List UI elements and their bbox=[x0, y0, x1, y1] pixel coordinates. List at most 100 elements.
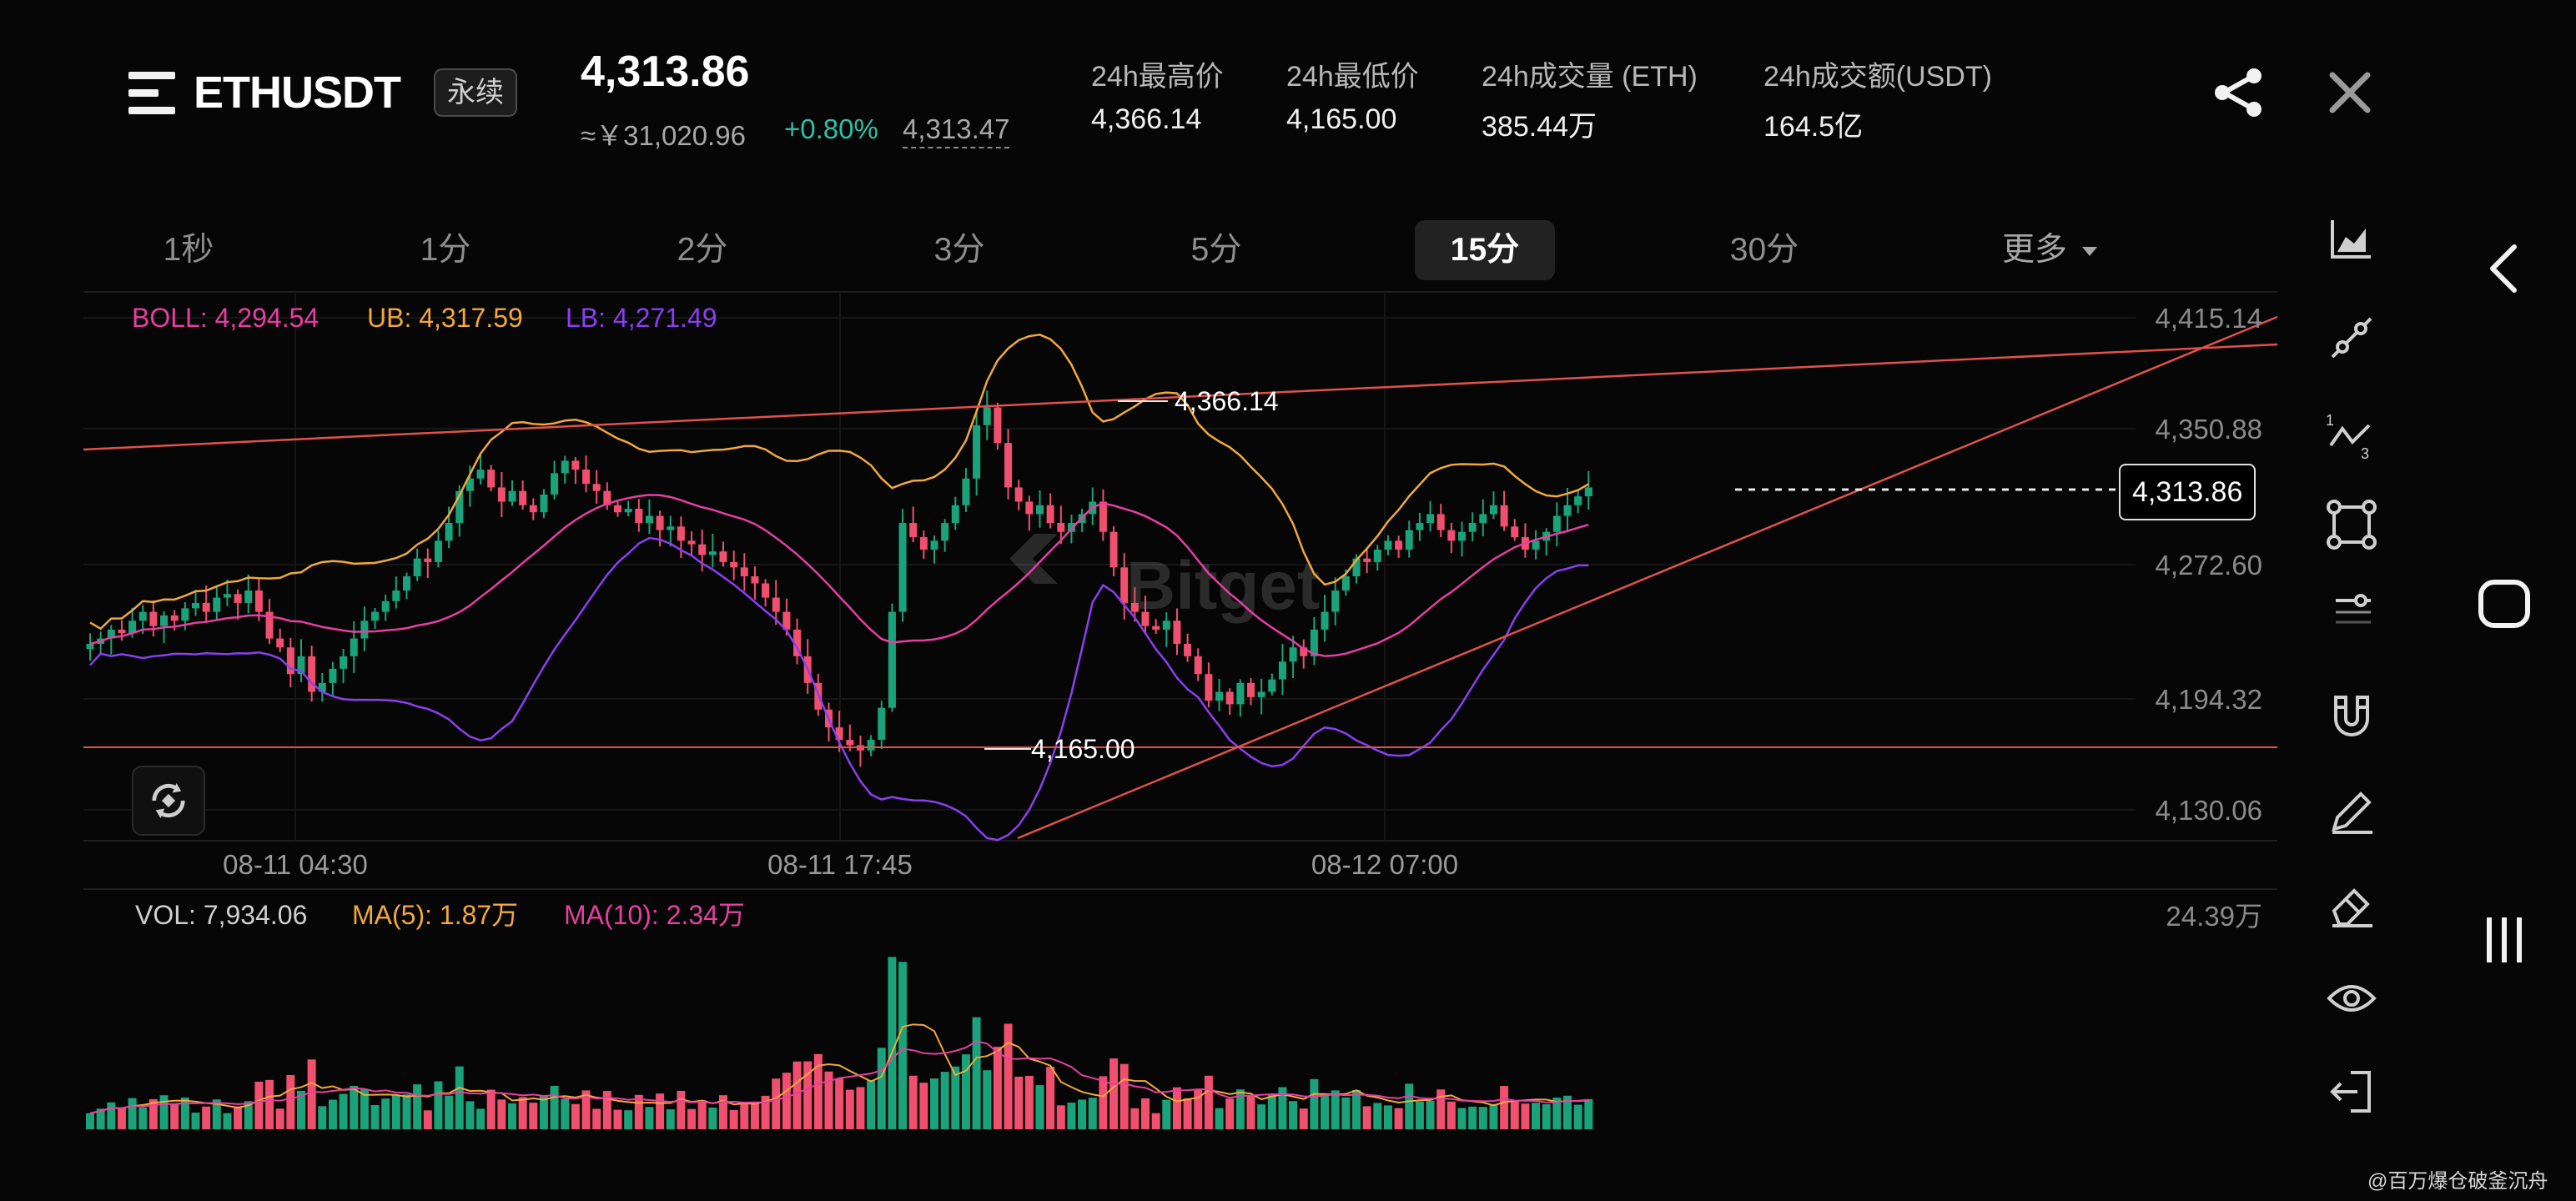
candle-body bbox=[497, 487, 506, 502]
tab-1m[interactable]: 1分 bbox=[420, 232, 471, 268]
volume-bar bbox=[888, 957, 897, 1129]
candle-body bbox=[677, 526, 685, 541]
volume-bar bbox=[1099, 1076, 1108, 1129]
volume-bar bbox=[1225, 1098, 1235, 1129]
volume-bar bbox=[792, 1061, 802, 1129]
tab-3m[interactable]: 3分 bbox=[933, 232, 985, 268]
candle-body bbox=[149, 611, 158, 626]
eraser-icon[interactable] bbox=[2324, 877, 2379, 932]
candle-body bbox=[1373, 550, 1381, 562]
volume-bar bbox=[1130, 1108, 1140, 1129]
volume-bar bbox=[1446, 1101, 1456, 1129]
recents-nav-icon[interactable] bbox=[2471, 906, 2538, 972]
volume-bar bbox=[708, 1107, 717, 1129]
candle-body bbox=[254, 590, 263, 612]
volume-bar bbox=[666, 1109, 675, 1129]
volume-bar bbox=[1204, 1075, 1213, 1129]
volume-bar bbox=[772, 1078, 781, 1129]
home-nav-icon[interactable] bbox=[2471, 570, 2538, 637]
candle-body bbox=[1278, 661, 1286, 680]
candle-body bbox=[1363, 558, 1371, 562]
candle-body bbox=[265, 611, 274, 639]
price-cny: ≈￥31,020.96 bbox=[581, 120, 746, 151]
volume-bar bbox=[1532, 1103, 1541, 1129]
volume-bar bbox=[1383, 1105, 1392, 1129]
volume-bar bbox=[413, 1084, 422, 1129]
volume-bar bbox=[972, 1017, 981, 1129]
area-chart-icon[interactable] bbox=[2324, 212, 2379, 267]
candle-body bbox=[107, 629, 115, 639]
volume-bar bbox=[740, 1103, 749, 1129]
candle-body bbox=[878, 707, 886, 741]
volume-bar bbox=[318, 1106, 327, 1129]
trend-line-icon[interactable] bbox=[2307, 310, 2379, 365]
close-icon[interactable] bbox=[2326, 68, 2374, 117]
tab-2m[interactable]: 2分 bbox=[677, 232, 728, 268]
eye-icon[interactable] bbox=[2324, 971, 2379, 1026]
volume-bar bbox=[1521, 1103, 1530, 1129]
ma5-legend: MA(5): 1.87万 bbox=[352, 900, 518, 930]
candle-body bbox=[1014, 487, 1023, 502]
back-nav-icon[interactable] bbox=[2471, 235, 2538, 302]
time-tick: 08-12 07:00 bbox=[1311, 849, 1458, 880]
bitget-watermark: Bitget bbox=[1009, 534, 1320, 624]
exit-icon[interactable] bbox=[2324, 1064, 2379, 1119]
candle-body bbox=[1099, 501, 1107, 532]
candle-body bbox=[1225, 691, 1234, 705]
volume-bar bbox=[824, 1071, 833, 1129]
volume-bar bbox=[1331, 1090, 1340, 1129]
volume-bar bbox=[940, 1072, 949, 1129]
candle-body bbox=[445, 523, 453, 541]
volume-bar bbox=[1573, 1104, 1582, 1129]
tab-more[interactable]: 更多 bbox=[2002, 220, 2098, 280]
volume-bar bbox=[465, 1101, 475, 1129]
candle-body bbox=[170, 615, 179, 621]
candle-body bbox=[1289, 647, 1297, 662]
vol-legend: VOL: 7,934.06 bbox=[135, 900, 307, 930]
fib-icon[interactable] bbox=[2324, 584, 2379, 639]
volume-bar bbox=[1394, 1108, 1403, 1129]
symbol-name[interactable]: ETHUSDT bbox=[194, 68, 401, 118]
volume-bar bbox=[1299, 1108, 1308, 1129]
rectangle-icon[interactable] bbox=[2324, 497, 2379, 552]
volume-bar bbox=[244, 1101, 253, 1129]
magnet-icon[interactable] bbox=[2324, 689, 2379, 744]
candle-body bbox=[708, 551, 717, 555]
tab-30m[interactable]: 30分 bbox=[1729, 232, 1799, 268]
volume-bar bbox=[180, 1097, 189, 1129]
index-price[interactable]: 4,313.47 bbox=[903, 113, 1010, 148]
volume-bar bbox=[697, 1100, 707, 1129]
boll-legend: BOLL: 4,294.54 bbox=[132, 303, 319, 333]
pencil-icon[interactable] bbox=[2324, 784, 2379, 839]
share-icon[interactable] bbox=[2212, 67, 2264, 118]
candle-body bbox=[561, 460, 569, 474]
candle-body bbox=[719, 551, 727, 562]
volume-bar bbox=[1510, 1101, 1519, 1129]
candle-body bbox=[234, 594, 242, 603]
reset-view-button[interactable] bbox=[132, 766, 205, 836]
candle-body bbox=[667, 526, 675, 530]
tab-1s[interactable]: 1秒 bbox=[163, 232, 214, 268]
price-tick: 4,350.88 bbox=[2156, 414, 2262, 445]
price-chart[interactable]: Bitget 4,366.14 4,165.00 BOLL: 4,294.54 … bbox=[0, 284, 2302, 1151]
candle-body bbox=[1426, 514, 1435, 524]
volume-bar bbox=[1267, 1093, 1276, 1129]
ub-legend: UB: 4,317.59 bbox=[367, 303, 523, 333]
candle-body bbox=[1321, 611, 1329, 630]
caret-down-icon bbox=[2082, 247, 2098, 257]
rotate-icon bbox=[152, 783, 185, 818]
boll-upper-line bbox=[89, 334, 1589, 631]
contract-type-badge: 永续 bbox=[434, 68, 517, 117]
candle-body bbox=[1268, 679, 1276, 692]
volume-bar bbox=[1119, 1063, 1129, 1129]
candle-body bbox=[1341, 575, 1350, 591]
candle-body bbox=[793, 629, 802, 656]
candle-body bbox=[1395, 540, 1403, 550]
tab-15m[interactable]: 15分 bbox=[1415, 220, 1555, 280]
volume-bar bbox=[1500, 1086, 1509, 1129]
stat-label-volume: 24h成交量 (ETH) bbox=[1482, 61, 1698, 93]
volume-bar bbox=[212, 1099, 221, 1129]
tab-5m[interactable]: 5分 bbox=[1190, 232, 1242, 268]
menu-icon[interactable] bbox=[128, 72, 175, 115]
